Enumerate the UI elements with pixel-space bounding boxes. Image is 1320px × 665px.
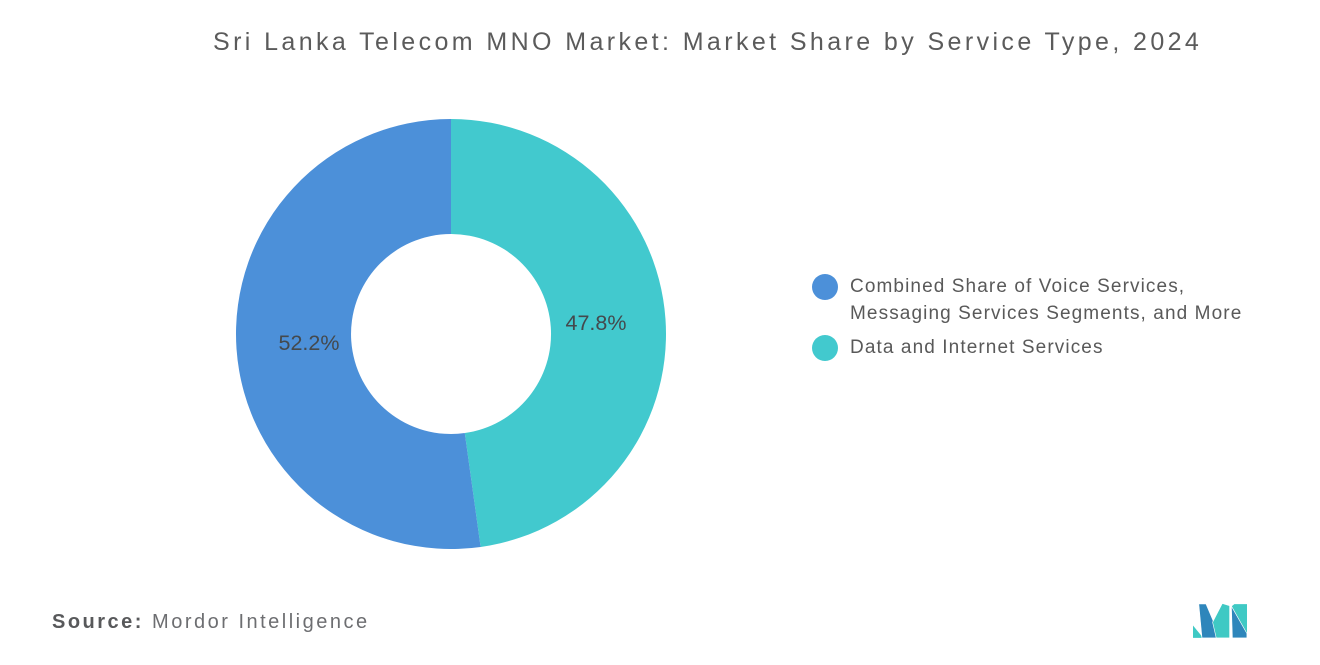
svg-text:52.2%: 52.2% <box>279 331 340 355</box>
svg-text:47.8%: 47.8% <box>566 311 627 335</box>
